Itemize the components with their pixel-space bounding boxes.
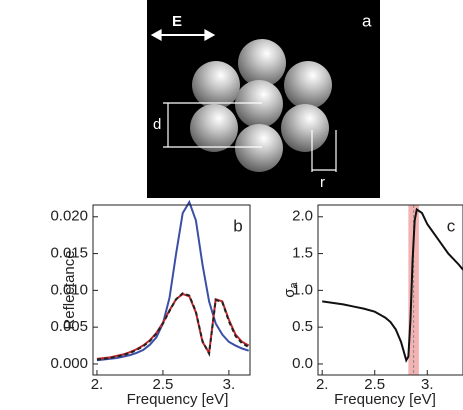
x-tick-label: 3.	[223, 376, 236, 393]
y-axis-subscript: a	[288, 281, 300, 288]
field-label: E	[172, 13, 182, 30]
y-tick-label: 0.000	[50, 355, 88, 372]
data-line	[322, 207, 463, 363]
y-tick-label: 2.0	[292, 208, 313, 225]
y-axis-label: σa	[281, 281, 300, 297]
y-tick-label: 0.010	[50, 281, 88, 298]
x-tick-label: 2.	[316, 376, 329, 393]
panel-label: a	[362, 11, 372, 30]
x-tick-label: 3.	[421, 376, 434, 393]
x-axis-label: Frequency [eV]	[334, 391, 436, 408]
data-line	[96, 292, 250, 361]
y-axis-label: Reflectance	[61, 250, 78, 329]
x-tick-label: 2.5	[152, 376, 173, 393]
x-tick-label: 2.	[91, 376, 104, 393]
panel-a: E a d r	[147, 0, 380, 198]
y-axis-symbol: Reflectance	[61, 250, 78, 329]
y-tick-label: 0.5	[292, 318, 313, 335]
plot-frame	[317, 204, 463, 376]
data-line	[96, 199, 249, 362]
radius-label: r	[320, 174, 325, 191]
panel-label: b	[233, 216, 242, 235]
y-tick-label: 1.5	[292, 245, 313, 262]
distance-label: d	[153, 116, 161, 133]
y-axis-symbol: σ	[281, 288, 298, 298]
panel-label: c	[447, 216, 456, 235]
y-tick-label: 0.015	[50, 245, 88, 262]
annotations	[150, 28, 337, 172]
y-tick-label: 0.020	[50, 208, 88, 225]
x-axis-label: Frequency [eV]	[127, 391, 229, 408]
y-tick-label: 0.005	[50, 318, 88, 335]
y-tick-label: 1.0	[292, 281, 313, 298]
y-tick-label: 0.0	[292, 355, 313, 372]
spheres	[190, 39, 332, 172]
x-tick-label: 2.5	[364, 376, 385, 393]
